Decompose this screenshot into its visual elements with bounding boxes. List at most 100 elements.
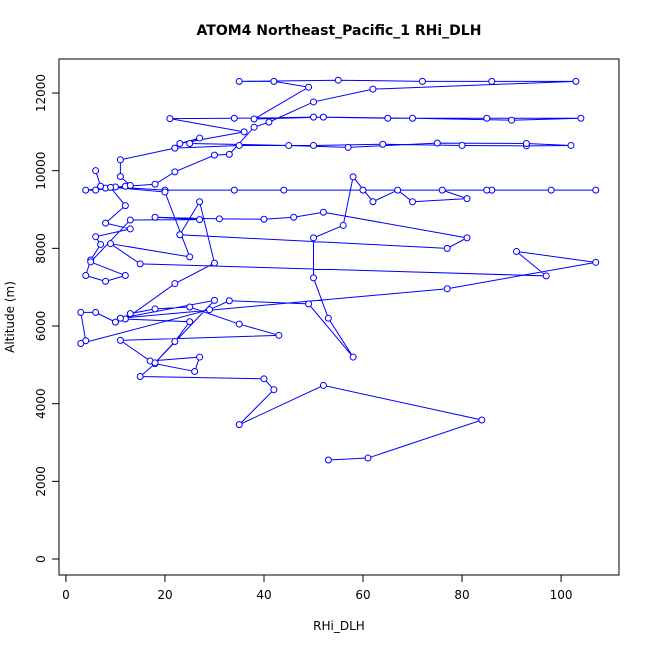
point [171, 168, 179, 176]
point [116, 336, 124, 344]
plot-box [58, 58, 620, 576]
point [310, 113, 318, 121]
point [106, 240, 114, 248]
point [151, 305, 159, 313]
point [77, 308, 85, 316]
y-tick-label: 12000 [34, 74, 48, 112]
point [235, 77, 243, 85]
x-axis-label: RHi_DLH [313, 619, 365, 633]
point [151, 213, 159, 221]
point [82, 272, 90, 280]
point [542, 272, 550, 280]
point [547, 186, 555, 194]
y-tick-label: 0 [34, 555, 48, 563]
point [210, 259, 218, 267]
x-tick-label: 60 [355, 588, 370, 602]
point [240, 128, 248, 136]
point [191, 367, 199, 375]
point [319, 381, 327, 389]
chart-title: ATOM4 Northeast_Pacific_1 RHi_DLH [197, 23, 482, 39]
point [270, 77, 278, 85]
point [319, 113, 327, 121]
point [334, 76, 342, 84]
point [225, 297, 233, 305]
point [235, 141, 243, 149]
point [577, 114, 585, 122]
point [369, 198, 377, 206]
point [126, 181, 134, 189]
point [196, 353, 204, 361]
point [97, 182, 105, 190]
point [176, 139, 184, 147]
point [409, 198, 417, 206]
point [186, 318, 194, 326]
point [151, 359, 159, 367]
point [443, 285, 451, 293]
point [235, 320, 243, 328]
point [196, 216, 204, 224]
point [166, 115, 174, 123]
point [102, 277, 110, 285]
point [116, 173, 124, 181]
point [97, 240, 105, 248]
point [418, 77, 426, 85]
point [230, 186, 238, 194]
point [235, 421, 243, 429]
point [126, 216, 134, 224]
point [364, 454, 372, 462]
point [280, 186, 288, 194]
point [186, 139, 194, 147]
point [409, 114, 417, 122]
point [210, 151, 218, 159]
x-tick-label: 80 [454, 588, 469, 602]
point [369, 85, 377, 93]
point [171, 144, 179, 152]
point [310, 141, 318, 149]
point [572, 77, 580, 85]
point [106, 183, 114, 191]
point [433, 139, 441, 147]
point [171, 280, 179, 288]
point [310, 274, 318, 282]
series-line [80, 79, 596, 461]
point [324, 456, 332, 464]
point [77, 339, 85, 347]
point [116, 314, 124, 322]
point [171, 338, 179, 346]
y-axis-label: Altitude (m) [3, 281, 17, 353]
point [285, 141, 293, 149]
point [126, 310, 134, 318]
point [305, 300, 313, 308]
point [394, 186, 402, 194]
y-tick-label: 4000 [34, 388, 48, 419]
point [116, 156, 124, 164]
point [379, 140, 387, 148]
point [443, 244, 451, 252]
point [260, 375, 268, 383]
point [275, 331, 283, 339]
point [121, 272, 129, 280]
point [111, 318, 119, 326]
point [463, 195, 471, 203]
point [344, 143, 352, 151]
point [290, 213, 298, 221]
y-tick-label: 10000 [34, 152, 48, 190]
point [508, 116, 516, 124]
point [438, 186, 446, 194]
point [92, 308, 100, 316]
point [215, 215, 223, 223]
point [305, 83, 313, 91]
point [324, 314, 332, 322]
point [567, 141, 575, 149]
point [225, 150, 233, 158]
point [126, 225, 134, 233]
point [384, 114, 392, 122]
point [87, 258, 95, 266]
y-tick-label: 2000 [34, 466, 48, 497]
point [92, 233, 100, 241]
point [102, 219, 110, 227]
point [483, 114, 491, 122]
point [592, 186, 600, 194]
point [359, 186, 367, 194]
point [230, 114, 238, 122]
